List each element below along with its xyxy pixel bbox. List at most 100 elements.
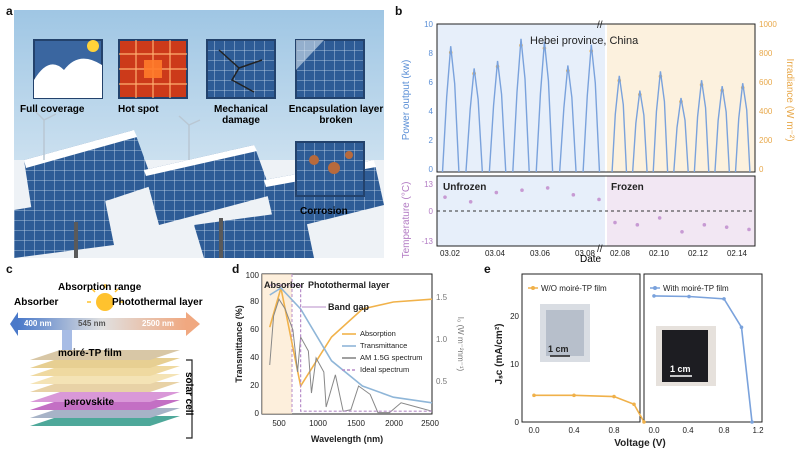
e-ytick-20: 20 bbox=[510, 312, 519, 321]
panel-letter-c: c bbox=[6, 262, 13, 276]
legend-ideal: Ideal spectrum bbox=[360, 365, 409, 374]
wavelength-arrow-left bbox=[10, 312, 18, 336]
panel-c-diagram bbox=[10, 284, 200, 439]
power-tick-8: 8 bbox=[429, 49, 434, 58]
temp-point-frozen-4 bbox=[702, 223, 707, 227]
d-line-1 bbox=[269, 286, 433, 404]
jv-point-without-3 bbox=[632, 402, 636, 407]
power-tick-2: 2 bbox=[429, 136, 434, 145]
legend-marker-with bbox=[653, 286, 657, 290]
jv-point-without-2 bbox=[612, 394, 616, 399]
sun-icon bbox=[96, 293, 114, 311]
jv-point-with-0 bbox=[652, 294, 656, 298]
d-legend: Absorption Transmittance AM 1.5G spectru… bbox=[342, 329, 423, 374]
d-ytick-40: 40 bbox=[250, 353, 259, 362]
absorption-range-title: Absorption range bbox=[58, 282, 142, 293]
power-tick-10: 10 bbox=[424, 20, 433, 29]
temp-point-frozen-3 bbox=[680, 229, 684, 234]
d-ytick-80: 80 bbox=[250, 297, 259, 306]
irr-tick-1000: 1000 bbox=[759, 20, 777, 29]
label-encapsulation-broken: Encapsulation layer broken bbox=[288, 104, 384, 126]
axis-break-top: // bbox=[597, 20, 603, 31]
legend-am15g: AM 1.5G spectrum bbox=[360, 353, 423, 362]
e-xtick-r-0.4: 0.4 bbox=[682, 426, 694, 435]
photo-without-film-cell bbox=[546, 310, 584, 356]
top-frame bbox=[436, 23, 756, 173]
photo-with-film-cell bbox=[662, 330, 708, 382]
irr-tick-200: 200 bbox=[759, 136, 773, 145]
temp-point-frozen-6 bbox=[747, 227, 751, 232]
irr-tick-400: 400 bbox=[759, 107, 773, 116]
label-full-coverage: Full coverage bbox=[20, 104, 85, 115]
scale-text-1: 1 cm bbox=[548, 344, 569, 354]
irr-tick-0: 0 bbox=[759, 165, 764, 174]
date-0302: 03.02 bbox=[440, 249, 461, 258]
e-xtick-r-0.8: 0.8 bbox=[718, 426, 730, 435]
label-corrosion: Corrosion bbox=[300, 206, 348, 217]
d-ideal-line bbox=[269, 284, 432, 412]
jv-point-without-4 bbox=[642, 420, 646, 424]
d-photothermal-label: Photothermal layer bbox=[308, 280, 390, 290]
jv-line-without bbox=[534, 394, 645, 423]
e-xaxis-label: Voltage (V) bbox=[614, 438, 665, 449]
d-xtick-1500: 1500 bbox=[347, 419, 365, 428]
label-hot-spot: Hot spot bbox=[118, 104, 159, 115]
scale-text-2: 1 cm bbox=[670, 364, 691, 374]
wavelength-arrow-right bbox=[186, 312, 200, 336]
solar-cell-bracket bbox=[186, 359, 193, 439]
d-am15g-line bbox=[269, 298, 433, 414]
unfrozen-bg-top bbox=[437, 24, 605, 172]
irradiance-axis-label: Irradiance (W m⁻²) bbox=[784, 58, 795, 141]
jv-point-with-1 bbox=[687, 294, 691, 299]
date-axis-label: Date bbox=[580, 254, 602, 265]
date-0214: 02.14 bbox=[727, 249, 748, 258]
moire-film-label: moiré-TP film bbox=[58, 348, 122, 359]
temp-point-frozen-5 bbox=[724, 225, 729, 229]
date-0208: 02.08 bbox=[610, 249, 631, 258]
thumb-full-coverage bbox=[33, 39, 103, 99]
temp-point-unfrozen-5 bbox=[571, 193, 576, 197]
d-ytick-60: 60 bbox=[250, 325, 259, 334]
d-right-axis-label: I₀ (W m⁻²nm⁻¹) bbox=[456, 317, 465, 372]
jv-point-with-2 bbox=[722, 297, 726, 301]
panel-b-chart: // // Hebei province, China Unfrozen Fro… bbox=[401, 20, 795, 258]
d-rtick-0.5: 0.5 bbox=[436, 377, 448, 386]
e-xtick-r-0.0: 0.0 bbox=[648, 426, 660, 435]
jv-point-without-1 bbox=[572, 393, 576, 398]
legend-with-film: With moiré-TP film bbox=[663, 284, 729, 293]
d-ytick-20: 20 bbox=[250, 381, 259, 390]
e-yaxis-label: Jₛᴄ (mA/cm²) bbox=[494, 324, 505, 385]
temp-point-unfrozen-2 bbox=[494, 190, 499, 195]
d-xtick-1000: 1000 bbox=[309, 419, 327, 428]
date-0210: 02.10 bbox=[649, 249, 670, 258]
d-series bbox=[268, 284, 433, 414]
d-rtick-1.5: 1.5 bbox=[436, 293, 448, 302]
irr-tick-600: 600 bbox=[759, 78, 773, 87]
d-rtick-1.0: 1.0 bbox=[436, 335, 448, 344]
temp-tick-neg13: -13 bbox=[421, 237, 433, 246]
temp-point-unfrozen-4 bbox=[545, 186, 550, 190]
e-xtick-l-0.0: 0.0 bbox=[528, 426, 540, 435]
wavelength-2500: 2500 nm bbox=[142, 319, 175, 328]
temp-point-unfrozen-0 bbox=[443, 195, 447, 199]
axis-break-bottom: // bbox=[597, 244, 603, 255]
wavelength-545: 545 nm bbox=[78, 319, 106, 328]
perovskite-label: perovskite bbox=[64, 397, 115, 408]
unfrozen-label: Unfrozen bbox=[443, 182, 486, 193]
absorber-label: Absorber bbox=[14, 297, 59, 308]
power-line-unfrozen bbox=[441, 38, 601, 173]
panel-a-illustration bbox=[14, 10, 384, 258]
wind-turbines bbox=[33, 109, 201, 160]
panel-e-chart: 1 cm 1 cm W/O moiré-TP film With moiré-T… bbox=[494, 273, 764, 449]
jv-point-with-3 bbox=[739, 325, 744, 330]
e-xtick-l-0.4: 0.4 bbox=[568, 426, 580, 435]
frozen-label: Frozen bbox=[611, 182, 644, 193]
power-tick-4: 4 bbox=[429, 107, 434, 116]
d-xtick-2000: 2000 bbox=[385, 419, 403, 428]
power-axis-label: Power output (kw) bbox=[401, 60, 412, 141]
thumb-mechanical-damage bbox=[206, 39, 276, 99]
legend-without-film: W/O moiré-TP film bbox=[541, 284, 607, 293]
panel-d-chart: Absorber Photothermal layer Band gap Abs… bbox=[234, 271, 465, 444]
irr-tick-800: 800 bbox=[759, 49, 773, 58]
d-yaxis-label: Transmittance (%) bbox=[234, 305, 244, 383]
